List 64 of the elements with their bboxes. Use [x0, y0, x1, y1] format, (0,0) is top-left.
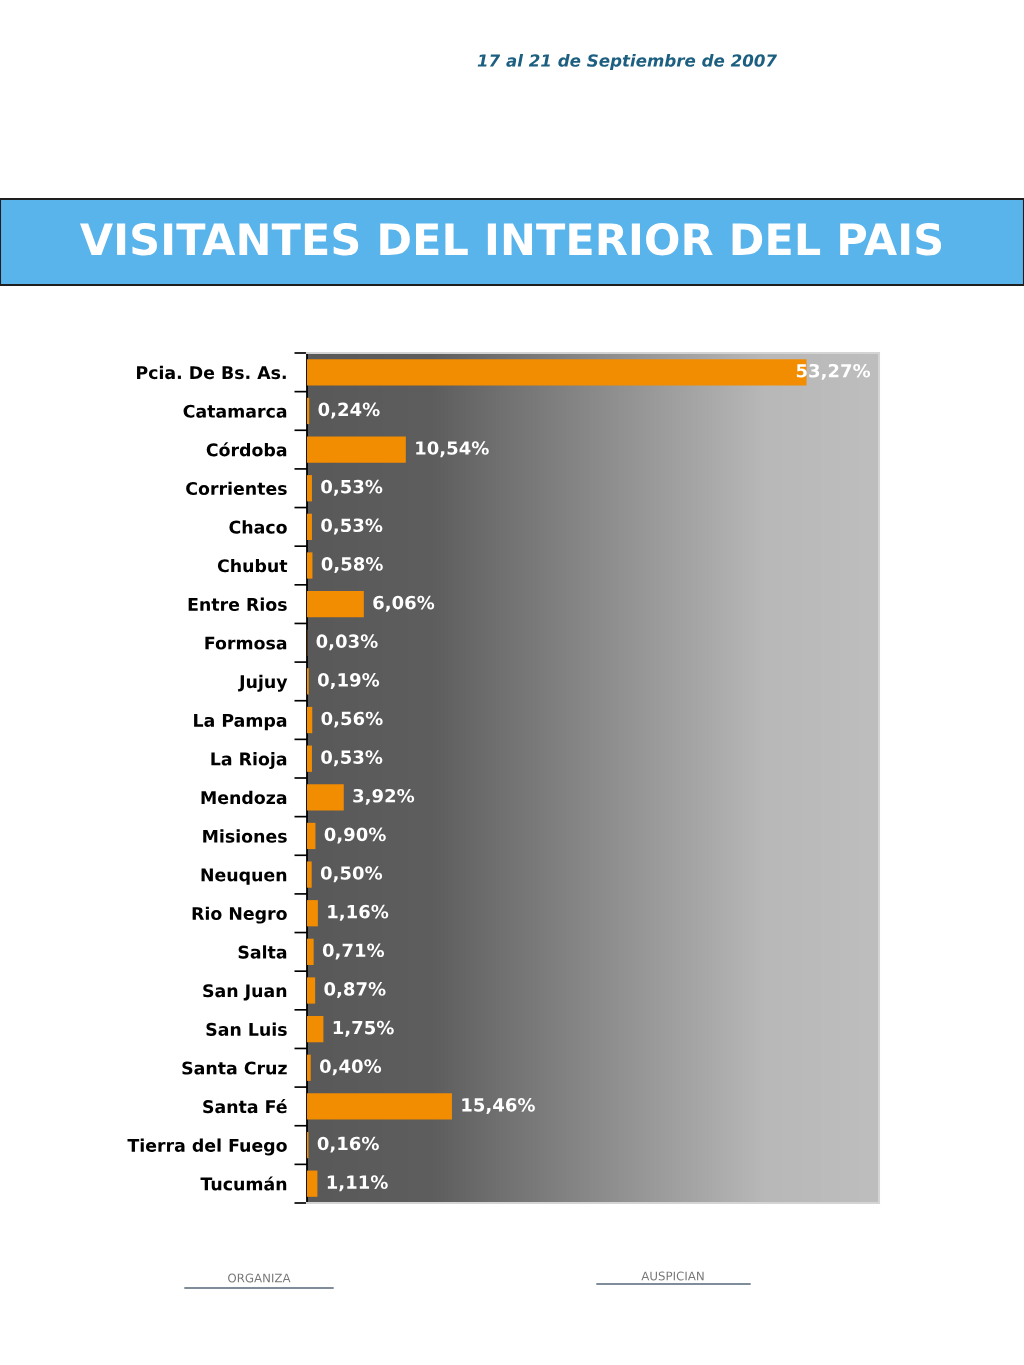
data-label: 0,58% [321, 557, 383, 574]
data-label: 0,87% [324, 982, 386, 999]
bar [307, 552, 313, 579]
data-label: 3,92% [353, 788, 415, 805]
bar [307, 475, 312, 502]
data-label: 0,71% [322, 943, 385, 960]
bar [307, 706, 313, 734]
data-label: 15,46% [462, 1097, 535, 1114]
y-tick-label: Pcia. De Bs. As. [137, 365, 286, 380]
y-tick-label: Corrientes [186, 481, 287, 496]
data-label: 0,53% [321, 518, 383, 535]
bar [307, 900, 318, 927]
text: 17 al 21 de Septiembre de 2007 [477, 53, 777, 71]
bar [307, 784, 344, 811]
data-label: 0,53% [321, 750, 383, 767]
bar [307, 861, 312, 888]
y-tick-label: Neuquen [201, 868, 287, 885]
text: ORGANIZA [228, 1273, 291, 1283]
text: AUSPICIAN [641, 1271, 704, 1281]
y-tick-label: La Rioja [211, 752, 287, 770]
y-tick-label: San Luis [206, 1022, 287, 1036]
y-tick-label: Formosa [205, 636, 287, 650]
data-label: 0,03% [316, 634, 378, 651]
bar [307, 938, 314, 965]
data-label: 0,24% [318, 402, 380, 419]
y-tick-label: Jujuy [238, 674, 288, 692]
data-label: 1,11% [327, 1175, 388, 1192]
bar [307, 513, 312, 540]
data-label: 10,54% [416, 441, 489, 458]
data-label: 1,16% [328, 904, 389, 921]
data-label: 0,19% [317, 672, 380, 689]
data-label: 0,56% [321, 711, 383, 728]
y-tick-label: Misiones [203, 829, 287, 843]
data-label: 0,90% [324, 827, 386, 844]
y-tick-label: Santa Cruz [182, 1061, 287, 1075]
chart-title: VISITANTES DEL INTERIOR DEL PAIS [80, 222, 942, 256]
y-tick-label: Mendoza [201, 790, 287, 805]
data-label: 0,40% [319, 1059, 382, 1076]
y-tick-label: Tucumán [200, 1176, 287, 1191]
bar [307, 822, 316, 850]
y-tick-label: Córdoba [206, 442, 287, 457]
bar [307, 1054, 311, 1081]
data-label: 0,53% [321, 479, 383, 496]
y-tick-label: Chaco [229, 520, 287, 534]
y-tick-label: Tierra del Fuego [127, 1138, 287, 1156]
data-label: 6,06% [373, 595, 435, 612]
data-label: 0,16% [317, 1136, 379, 1153]
y-tick-label: Entre Rios [188, 597, 287, 611]
bar [307, 591, 364, 618]
bar [307, 1170, 318, 1197]
bar [307, 1016, 324, 1043]
bar [307, 977, 316, 1004]
y-tick-label: La Pampa [194, 713, 287, 731]
bar [307, 745, 312, 772]
y-tick-label: Santa Fé [203, 1099, 287, 1114]
y-tick-label: San Juan [203, 984, 287, 1001]
y-tick-label: Catamarca [183, 404, 287, 418]
y-tick-label: Salta [238, 945, 287, 959]
y-tick-label: Chubut [217, 558, 288, 573]
bar [307, 1093, 452, 1120]
data-label: 0,50% [320, 866, 383, 883]
data-label: 1,75% [333, 1020, 394, 1037]
bar [307, 436, 406, 463]
y-tick-label: Rio Negro [192, 906, 287, 924]
